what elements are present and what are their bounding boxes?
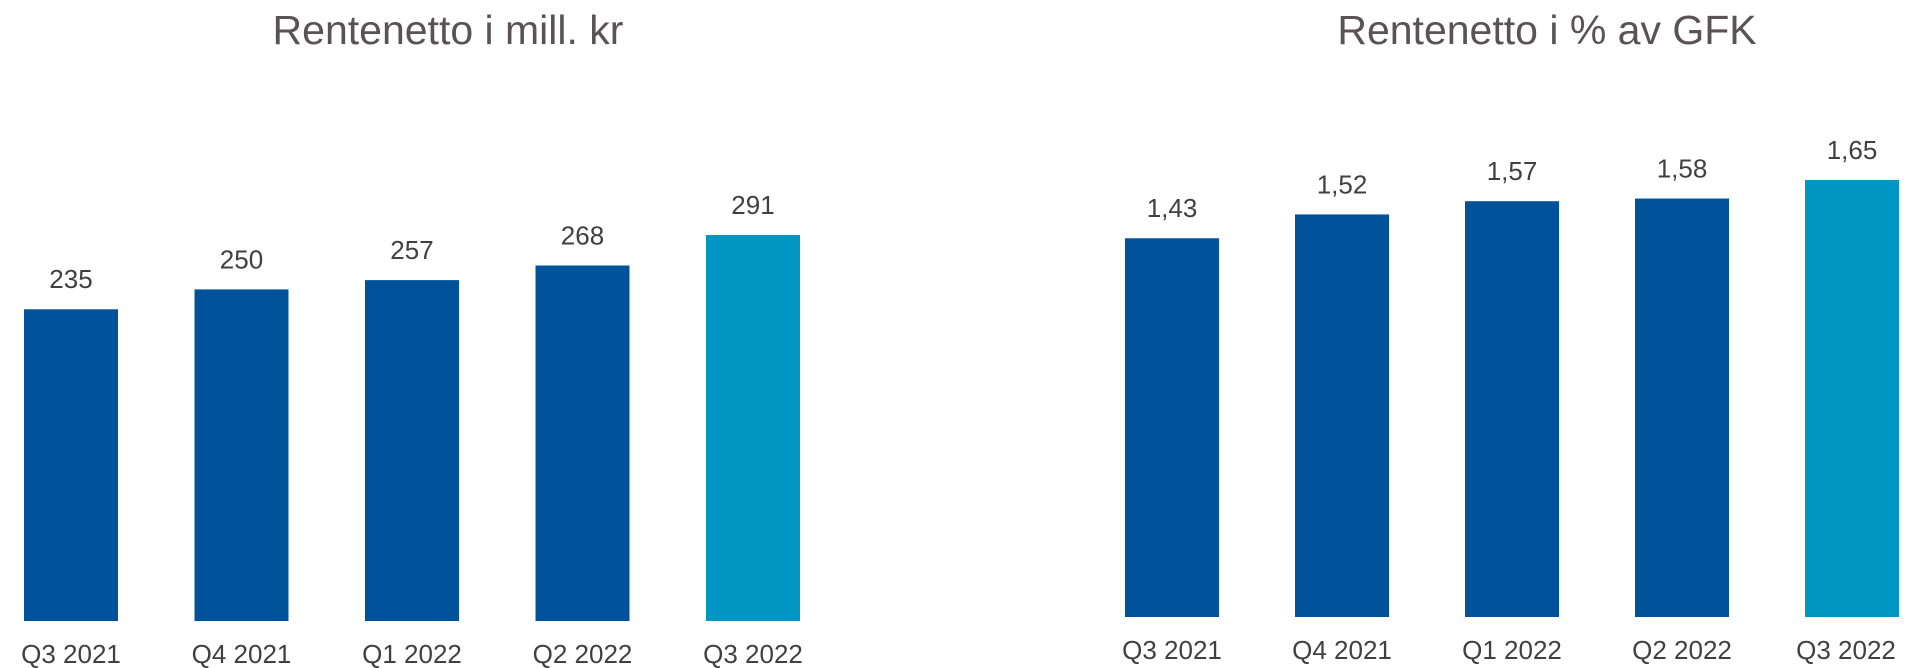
x-tick-label: Q4 2021 xyxy=(192,639,292,668)
bar xyxy=(535,265,630,621)
x-tick-label: Q3 2021 xyxy=(21,639,121,668)
bar xyxy=(706,235,800,621)
bar xyxy=(1295,214,1389,617)
bar xyxy=(1125,238,1219,617)
bar xyxy=(24,309,118,621)
bar xyxy=(1465,201,1559,618)
data-label: 1,58 xyxy=(1657,153,1708,183)
x-tick-label: Q2 2022 xyxy=(1632,635,1732,665)
x-tick-label: Q3 2022 xyxy=(703,639,803,668)
x-tick-label: Q3 2022 xyxy=(1796,635,1896,665)
x-tick-label: Q1 2022 xyxy=(362,639,462,668)
data-label: 1,65 xyxy=(1827,135,1878,165)
data-label: 268 xyxy=(561,220,604,250)
x-tick-label: Q2 2022 xyxy=(533,639,633,668)
bar xyxy=(1635,198,1729,617)
data-label: 291 xyxy=(731,190,774,220)
data-label: 1,57 xyxy=(1487,156,1538,186)
x-tick-label: Q1 2022 xyxy=(1462,635,1562,665)
chart-title: Rentenetto i mill. kr xyxy=(273,7,624,53)
data-label: 235 xyxy=(49,264,92,294)
bar xyxy=(365,280,459,621)
data-label: 1,52 xyxy=(1317,169,1368,199)
chart-title: Rentenetto i % av GFK xyxy=(1337,7,1756,53)
x-tick-label: Q4 2021 xyxy=(1292,635,1392,665)
x-tick-label: Q3 2021 xyxy=(1122,635,1222,665)
data-label: 257 xyxy=(390,235,433,265)
data-label: 1,43 xyxy=(1147,193,1198,223)
data-label: 250 xyxy=(220,244,263,274)
bar xyxy=(194,289,289,621)
bar xyxy=(1805,180,1899,617)
